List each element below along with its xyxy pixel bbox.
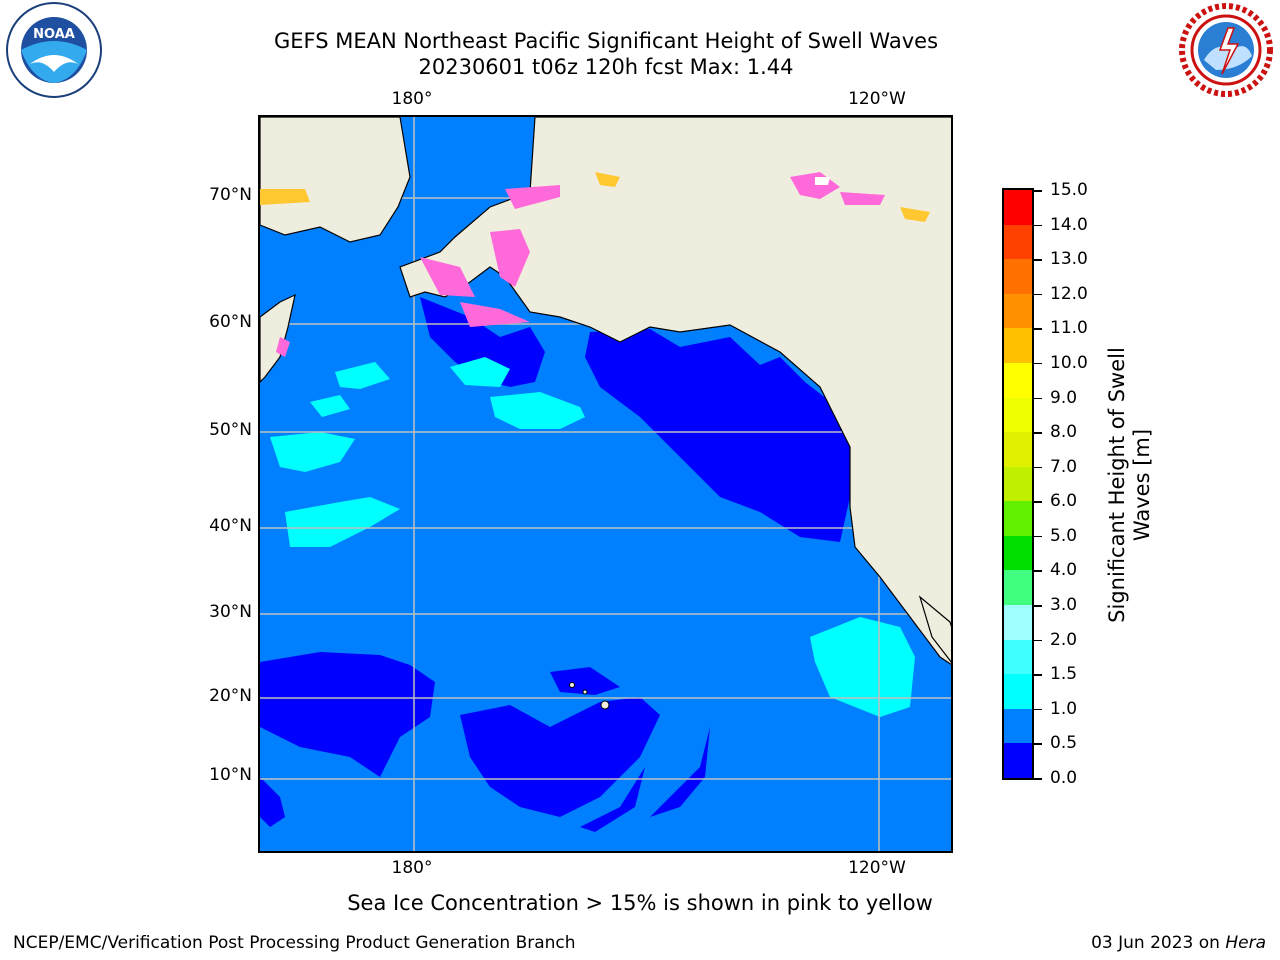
colorbar-segment — [1004, 639, 1032, 675]
colorbar-tick-mark — [1034, 259, 1042, 261]
sea-ice-note: Sea Ice Concentration > 15% is shown in … — [347, 891, 933, 915]
generated-date-text: 03 Jun 2023 on — [1091, 933, 1226, 953]
lat-label-10n: 10°N — [209, 765, 252, 785]
colorbar-tick-label: 11.0 — [1050, 318, 1088, 339]
colorbar-tick-label: 1.0 — [1050, 698, 1078, 719]
colorbar-tick-label: 8.0 — [1050, 422, 1078, 443]
lat-label-40n: 40°N — [209, 516, 252, 536]
colorbar-title-line-2: Waves [m] — [1130, 428, 1154, 542]
land-masses — [260, 117, 951, 666]
colorbar-tick-label: 0.5 — [1050, 733, 1078, 754]
colorbar-title-line-1: Significant Height of Swell — [1105, 347, 1129, 623]
lon-label-bottom-120w: 120°W — [848, 858, 906, 878]
colorbar-segment — [1004, 397, 1032, 433]
hawaii-islands — [569, 682, 610, 710]
generated-date: 03 Jun 2023 on Hera — [1091, 933, 1266, 953]
colorbar-tick-mark — [1034, 293, 1042, 296]
colorbar-tick-label: 6.0 — [1050, 491, 1078, 512]
lon-label-bottom-180: 180° — [391, 858, 433, 878]
colorbar-segment — [1004, 431, 1032, 467]
colorbar-tick-label: 1.5 — [1050, 664, 1078, 685]
colorbar-tick-label: 10.0 — [1050, 352, 1088, 373]
lat-label-30n: 30°N — [209, 602, 252, 622]
colorbar-tick-mark — [1034, 362, 1042, 365]
colorbar-segment — [1004, 293, 1032, 329]
lat-label-70n: 70°N — [209, 185, 252, 205]
colorbar-tick-mark — [1034, 535, 1042, 538]
colorbar-tick-mark — [1034, 190, 1042, 192]
colorbar-tick-label: 2.0 — [1050, 629, 1078, 650]
colorbar-segment — [1004, 742, 1032, 778]
lat-label-20n: 20°N — [209, 686, 252, 706]
map-subtitle: 20230601 t06z 120h fcst Max: 1.44 — [418, 55, 794, 79]
map-canvas[interactable] — [260, 117, 953, 853]
colorbar-tick-label: 15.0 — [1050, 180, 1088, 200]
colorbar-tick-label: 9.0 — [1050, 387, 1078, 408]
colorbar-segment — [1004, 466, 1032, 502]
sea-ice-edges — [260, 172, 930, 357]
colorbar-tick-mark — [1034, 224, 1042, 227]
producer-credit: NCEP/EMC/Verification Post Processing Pr… — [13, 933, 576, 953]
low-swell-regions — [260, 297, 850, 832]
colorbar-tick-mark — [1034, 639, 1042, 642]
noaa-logo-text: NOAA — [33, 27, 75, 42]
colorbar-tick-label: 14.0 — [1050, 214, 1088, 235]
colorbar-segment — [1004, 224, 1032, 260]
map-panel[interactable] — [258, 115, 953, 853]
colorbar-segment — [1004, 708, 1032, 744]
colorbar-segment — [1004, 258, 1032, 294]
colorbar-tick-label: 0.0 — [1050, 768, 1078, 788]
nws-logo — [1176, 0, 1274, 98]
colorbar-tick-label: 4.0 — [1050, 560, 1078, 581]
colorbar-segment — [1004, 673, 1032, 709]
colorbar-title: Significant Height of Swell Waves [m] — [1105, 325, 1155, 645]
colorbar-tick-label: 13.0 — [1050, 249, 1088, 270]
colorbar-tick-mark — [1034, 708, 1042, 711]
map-title: GEFS MEAN Northeast Pacific Significant … — [273, 29, 939, 53]
generated-host: Hera — [1225, 933, 1266, 953]
colorbar-segment — [1004, 535, 1032, 571]
colorbar-tick-mark — [1034, 501, 1042, 503]
colorbar-tick-mark — [1034, 466, 1042, 469]
colorbar-tick-mark — [1034, 778, 1042, 780]
colorbar-segment — [1004, 327, 1032, 363]
colorbar-tick-mark — [1034, 570, 1042, 572]
lon-label-top-180: 180° — [391, 89, 433, 109]
colorbar-segment — [1004, 604, 1032, 640]
colorbar-segment — [1004, 190, 1032, 225]
lat-label-50n: 50°N — [209, 420, 252, 440]
colorbar-tick-mark — [1034, 328, 1042, 330]
colorbar-tick-label: 5.0 — [1050, 525, 1078, 546]
colorbar-tick-mark — [1034, 432, 1042, 434]
colorbar-segment — [1004, 569, 1032, 606]
colorbar-tick-label: 12.0 — [1050, 283, 1088, 304]
colorbar-tick-mark — [1034, 674, 1042, 676]
colorbar-tick-mark — [1034, 397, 1042, 400]
colorbar-tick-label: 3.0 — [1050, 595, 1078, 616]
noaa-logo: NOAA — [6, 2, 102, 98]
colorbar-segment — [1004, 500, 1032, 536]
lat-label-60n: 60°N — [209, 312, 252, 332]
mid-swell-regions — [270, 357, 915, 717]
lon-label-top-120w: 120°W — [848, 89, 906, 109]
colorbar-segment — [1004, 362, 1032, 398]
colorbar-tick-mark — [1034, 743, 1042, 745]
colorbar-tick-mark — [1034, 605, 1042, 607]
colorbar-tick-label: 7.0 — [1050, 456, 1078, 477]
colorbar — [1002, 188, 1034, 780]
